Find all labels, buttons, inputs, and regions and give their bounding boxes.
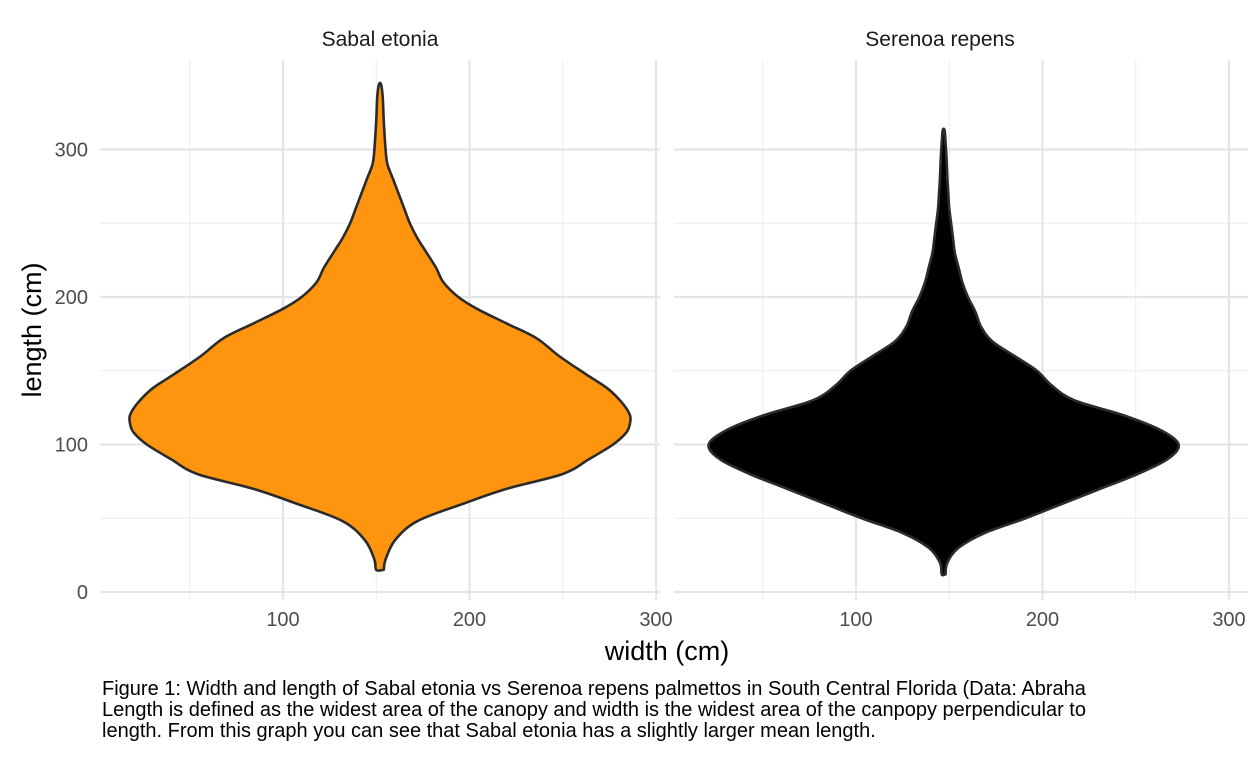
violin-sabal-etonia [128,81,632,572]
y-tick-label: 200 [55,287,88,309]
panel-sabal-etonia: 100 200 300 Sabal etonia [100,28,673,631]
y-axis-ticks: 0 100 200 300 [55,140,88,605]
caption-line: Length is defined as the widest area of … [102,699,1086,721]
facet-title: Sabal etonia [322,28,439,51]
y-tick-label: 100 [55,435,88,457]
x-tick-label: 100 [266,609,299,631]
x-tick-label: 200 [453,609,486,631]
caption-line: length. From this graph you can see that… [102,720,876,742]
y-axis-title: length (cm) [17,262,47,397]
x-axis-title: width (cm) [604,636,730,666]
panels: 100 200 300 Sabal etonia 100 200 300 Serenoa re… [100,28,1248,631]
violin-serenoa-repens [707,127,1181,577]
x-tick-label: 100 [839,609,872,631]
figure-caption: Figure 1: Width and length of Sabal eton… [102,679,1248,742]
x-tick-label: 300 [1212,609,1245,631]
caption-line: Figure 1: Width and length of Sabal eton… [102,679,1086,700]
facet-title: Serenoa repens [865,28,1014,51]
y-tick-label: 300 [55,140,88,162]
y-tick-label: 0 [77,582,88,604]
violin-chart: 100 200 300 Sabal etonia 100 200 300 Serenoa re… [17,28,1248,666]
x-tick-label: 300 [639,609,672,631]
x-tick-label: 200 [1026,609,1059,631]
panel-serenoa-repens: 100 200 300 Serenoa repens [674,28,1248,631]
